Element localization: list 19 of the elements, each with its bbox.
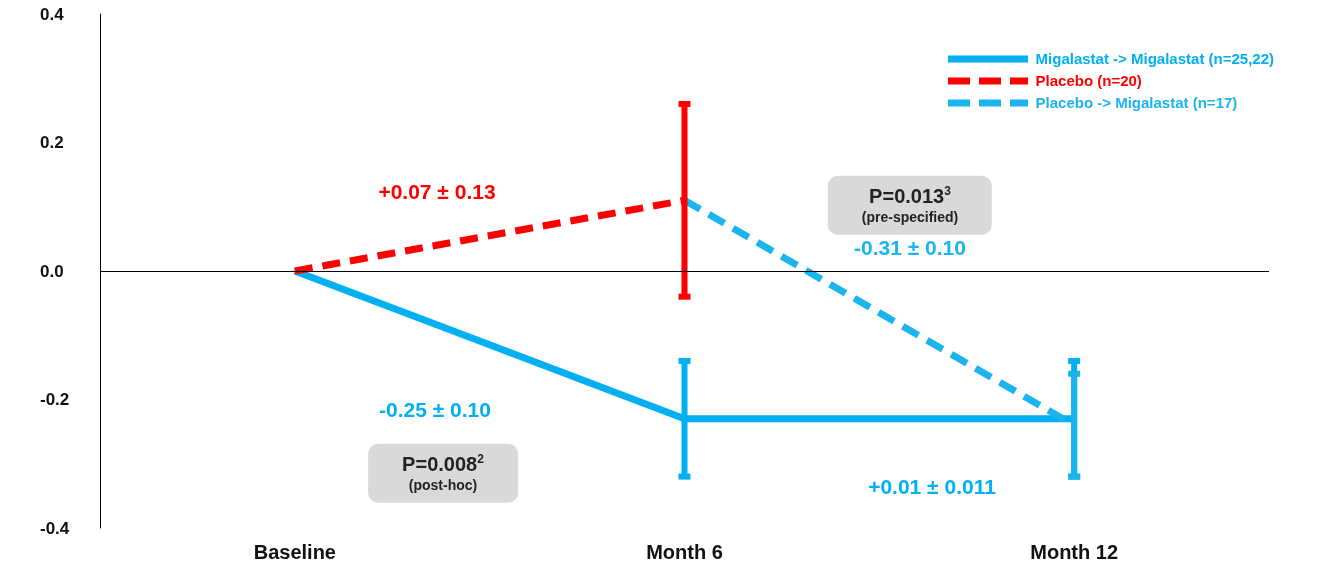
x-tick-label: Month 12 [1030,541,1119,563]
annotation: +0.01 ± 0.011 [868,474,996,498]
annotation: -0.31 ± 0.10 [854,235,966,259]
annotation: P=0.013$^{3}$ (pre-specified) [861,184,959,227]
text: Placebo (n=20) [1035,71,1142,91]
annotation: -0.25 ± 0.10 [379,397,491,421]
x-tick-label: Month 6 [646,541,723,563]
text: Placebo -> Migalastat (n=17) [1035,93,1238,113]
annotation: +0.07 ± 0.13 [378,179,496,203]
y-tick-label: 0.0 [40,261,64,281]
text: Migalastat -> Migalastat (n=25,22) [1035,49,1274,69]
y-tick-label: -0.2 [40,390,70,409]
annotation: P=0.008$^{2}$ (post-hoc) [402,452,484,495]
rounded-box: P=0.008$^{2}$ (post-hoc) [368,443,518,503]
y-tick-label: 0.2 [40,133,64,152]
x-tick-label: Baseline [253,541,336,563]
y-tick-label: 0.4 [40,4,65,24]
y-tick-label: -0.4 [40,518,70,538]
rounded-box: P=0.013$^{3}$ (pre-specified) [827,175,993,235]
